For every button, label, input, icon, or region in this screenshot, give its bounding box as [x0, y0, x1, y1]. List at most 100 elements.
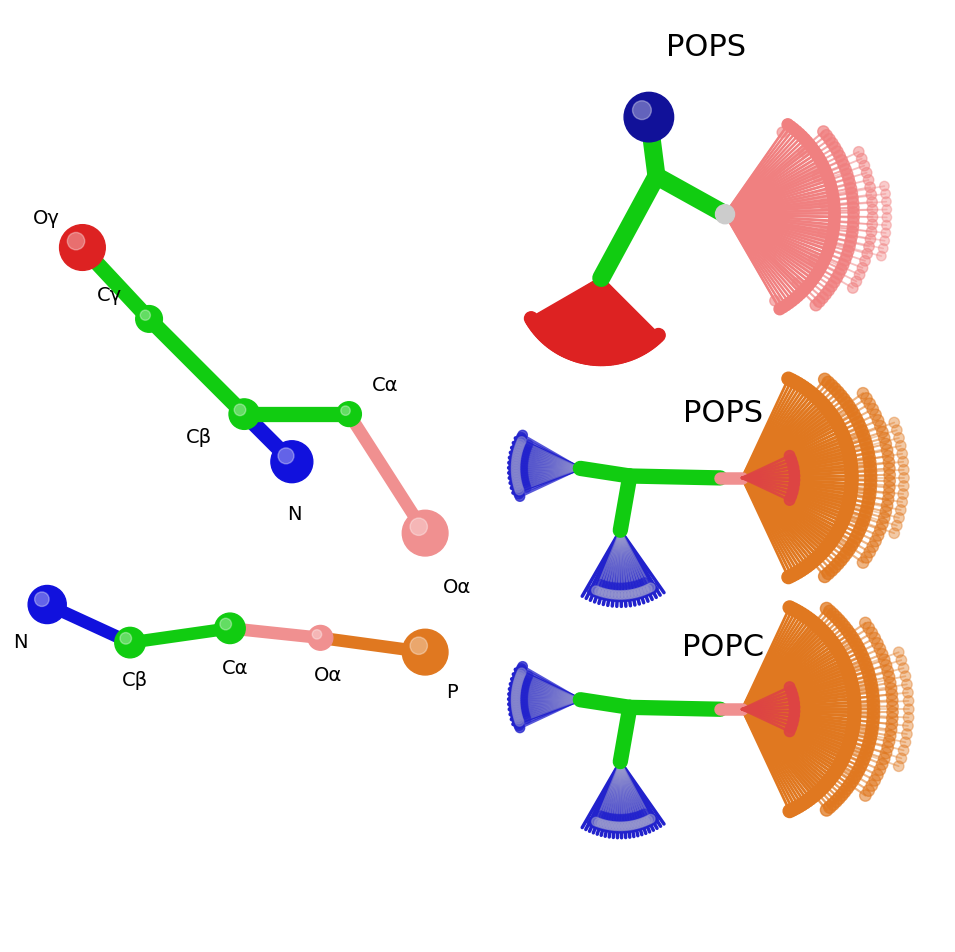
- Circle shape: [509, 458, 519, 467]
- Circle shape: [515, 715, 523, 724]
- Circle shape: [814, 265, 825, 276]
- Circle shape: [515, 492, 524, 502]
- Circle shape: [846, 227, 858, 238]
- Circle shape: [842, 498, 855, 511]
- Circle shape: [336, 402, 361, 426]
- Circle shape: [640, 338, 653, 351]
- Circle shape: [634, 342, 647, 355]
- Circle shape: [626, 591, 636, 601]
- Circle shape: [817, 781, 830, 794]
- Circle shape: [819, 401, 832, 413]
- Circle shape: [627, 346, 641, 359]
- Circle shape: [814, 395, 827, 408]
- Circle shape: [555, 342, 568, 355]
- Circle shape: [628, 334, 642, 347]
- Circle shape: [869, 632, 881, 644]
- Circle shape: [860, 744, 873, 757]
- Circle shape: [615, 340, 628, 353]
- Circle shape: [840, 624, 853, 636]
- Circle shape: [605, 813, 613, 822]
- Circle shape: [872, 638, 883, 649]
- Circle shape: [618, 590, 626, 599]
- Circle shape: [786, 723, 796, 733]
- Circle shape: [862, 446, 875, 459]
- Circle shape: [874, 643, 885, 654]
- Circle shape: [783, 297, 795, 308]
- Circle shape: [827, 608, 839, 621]
- Circle shape: [851, 276, 861, 287]
- Circle shape: [828, 223, 839, 234]
- Circle shape: [798, 147, 809, 157]
- Circle shape: [511, 679, 520, 688]
- Circle shape: [829, 215, 840, 227]
- Circle shape: [629, 324, 641, 335]
- Circle shape: [647, 333, 660, 347]
- Circle shape: [647, 585, 656, 594]
- Circle shape: [606, 822, 615, 830]
- Circle shape: [590, 334, 602, 346]
- Circle shape: [512, 457, 520, 466]
- Circle shape: [638, 340, 651, 353]
- Circle shape: [607, 590, 616, 599]
- Circle shape: [843, 491, 857, 504]
- Circle shape: [815, 154, 826, 166]
- Circle shape: [620, 814, 628, 823]
- Circle shape: [542, 333, 556, 347]
- Circle shape: [612, 823, 622, 833]
- Text: N: N: [13, 633, 28, 652]
- Circle shape: [611, 590, 620, 599]
- Circle shape: [519, 699, 527, 707]
- Circle shape: [782, 119, 794, 130]
- Circle shape: [599, 822, 608, 831]
- Circle shape: [867, 404, 879, 415]
- Circle shape: [513, 710, 521, 719]
- Circle shape: [644, 816, 652, 824]
- Text: Cα: Cα: [371, 376, 398, 395]
- Circle shape: [510, 707, 520, 717]
- Circle shape: [576, 350, 588, 364]
- Circle shape: [618, 348, 631, 362]
- Circle shape: [882, 450, 894, 462]
- Circle shape: [626, 814, 633, 823]
- Circle shape: [847, 689, 860, 702]
- Circle shape: [567, 327, 579, 339]
- Circle shape: [839, 254, 851, 266]
- Circle shape: [881, 197, 891, 207]
- Circle shape: [516, 672, 524, 681]
- Circle shape: [844, 733, 857, 746]
- Circle shape: [789, 567, 801, 581]
- Circle shape: [854, 147, 864, 157]
- Circle shape: [636, 341, 649, 354]
- Circle shape: [886, 719, 898, 730]
- Circle shape: [612, 583, 621, 591]
- Circle shape: [848, 634, 860, 646]
- Circle shape: [821, 403, 834, 416]
- Circle shape: [879, 753, 890, 764]
- Circle shape: [877, 648, 888, 660]
- Circle shape: [789, 375, 801, 388]
- Circle shape: [553, 317, 564, 328]
- Circle shape: [592, 818, 601, 826]
- Circle shape: [784, 450, 795, 461]
- Circle shape: [903, 712, 914, 723]
- Circle shape: [862, 248, 873, 259]
- Circle shape: [559, 333, 572, 347]
- Circle shape: [854, 421, 866, 433]
- Circle shape: [595, 352, 608, 366]
- Circle shape: [598, 820, 605, 828]
- Circle shape: [631, 323, 643, 334]
- Circle shape: [604, 823, 613, 832]
- Circle shape: [845, 726, 859, 740]
- Circle shape: [638, 820, 647, 829]
- Circle shape: [790, 605, 802, 617]
- Circle shape: [879, 432, 890, 444]
- Circle shape: [574, 330, 585, 342]
- Circle shape: [533, 324, 546, 337]
- Circle shape: [509, 464, 519, 473]
- Circle shape: [864, 732, 877, 744]
- Circle shape: [610, 350, 624, 364]
- Circle shape: [795, 379, 808, 392]
- Circle shape: [598, 334, 609, 346]
- Circle shape: [590, 352, 604, 366]
- Circle shape: [892, 425, 902, 435]
